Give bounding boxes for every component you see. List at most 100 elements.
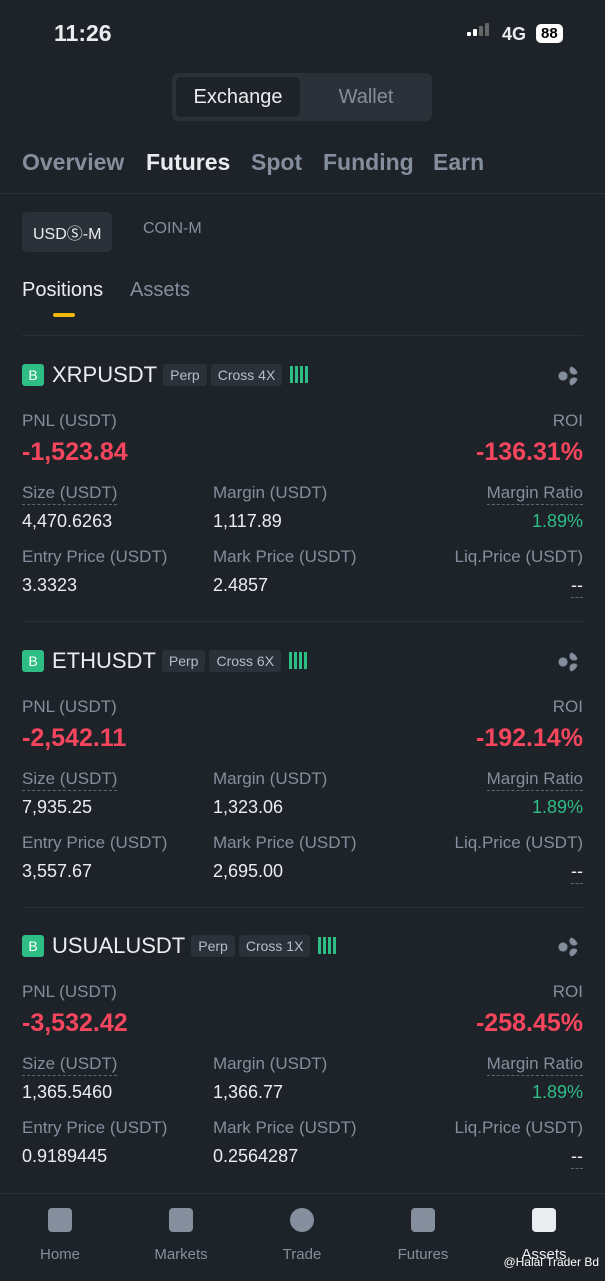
nav-bg [0, 1193, 605, 1281]
strength-bar [295, 366, 299, 383]
nav-label[interactable]: Trade [282, 1246, 322, 1263]
divider [0, 193, 605, 194]
pnl-value: -2,542.11 [22, 723, 127, 752]
top-tab[interactable]: Earn [433, 149, 485, 175]
margin-label: Margin (USDT) [213, 1054, 328, 1073]
nav-label[interactable]: Futures [397, 1246, 449, 1263]
roi-label: ROI [552, 411, 583, 430]
nav-label[interactable]: Home [39, 1246, 80, 1263]
signal-bar [485, 23, 489, 36]
top-tab[interactable]: Overview [22, 149, 125, 175]
mark-value: 2,695.00 [213, 860, 284, 881]
top-tab[interactable]: Futures [146, 149, 231, 175]
chip-mode: Cross 1X [238, 935, 311, 957]
strength-bar [294, 651, 298, 669]
chip-kind: Perp [163, 364, 207, 386]
liq-value: -- [571, 575, 583, 598]
status-battery: 88 [536, 24, 563, 43]
toggle-wallet[interactable]: Wallet [338, 86, 394, 108]
ratio-value: 1.89% [531, 796, 583, 817]
share-icon[interactable] [558, 366, 578, 386]
share-icon[interactable] [558, 937, 578, 957]
chip-kind: Perp [191, 935, 235, 957]
ratio-label: Margin Ratio [486, 1054, 583, 1076]
symbol: XRPUSDT [52, 362, 158, 387]
size-label: Size (USDT) [22, 769, 118, 791]
entry-value: 0.9189445 [22, 1146, 108, 1166]
nav-label[interactable]: Assets [521, 1246, 567, 1263]
strength-bar [290, 366, 294, 383]
pnl-label: PNL (USDT) [22, 411, 117, 430]
strength-bar [289, 651, 293, 669]
entry-value: 3.3323 [22, 575, 78, 595]
chip-kind: Perp [161, 649, 206, 672]
margin-label: Margin (USDT) [213, 483, 328, 502]
mark-value: 0.2564287 [213, 1146, 299, 1166]
strength-bar [304, 651, 308, 669]
size-value: 7,935.25 [22, 796, 93, 817]
toggle-active [176, 77, 300, 117]
nav-icon[interactable] [532, 1208, 556, 1232]
ratio-label: Margin Ratio [486, 483, 583, 505]
nav-icon[interactable] [48, 1208, 72, 1232]
strength-bar [333, 937, 337, 954]
roi-value: -192.14% [475, 723, 583, 752]
divider [22, 335, 583, 336]
nav-icon[interactable] [411, 1208, 435, 1232]
status-time: 11:26 [54, 20, 112, 46]
strength-bar [323, 937, 327, 954]
strength-bar [305, 366, 309, 383]
share-icon[interactable] [558, 651, 578, 672]
roi-label: ROI [552, 696, 583, 716]
entry-value: 3,557.67 [22, 860, 93, 881]
roi-label: ROI [552, 982, 583, 1001]
nav-icon[interactable] [290, 1208, 314, 1232]
nav-icon[interactable] [169, 1208, 193, 1232]
strength-bar [300, 366, 304, 383]
size-label: Size (USDT) [22, 483, 118, 505]
nav-label[interactable]: Markets [154, 1246, 208, 1263]
badge: B [22, 649, 44, 672]
strength-bar [299, 651, 303, 669]
top-tab[interactable]: Spot [251, 149, 303, 175]
ratio-value: 1.89% [531, 1082, 583, 1102]
margin-value: 1,323.06 [213, 796, 284, 817]
divider [22, 621, 583, 622]
ratio-value: 1.89% [531, 511, 583, 531]
entry-label: Entry Price (USDT) [22, 1118, 168, 1137]
pnl-label: PNL (USDT) [22, 696, 117, 716]
roi-value: -136.31% [475, 438, 583, 466]
mark-value: 2.4857 [213, 575, 269, 595]
section-positions[interactable]: Positions [22, 279, 104, 301]
symbol: USUALUSDT [52, 933, 186, 958]
subtab-usdm[interactable]: USDⓈ-M [22, 212, 113, 252]
strength-bar [328, 937, 332, 954]
toggle-exchange[interactable]: Exchange [193, 86, 283, 108]
section-assets[interactable]: Assets [130, 279, 191, 301]
liq-label: Liq.Price (USDT) [454, 1118, 583, 1137]
margin-value: 1,117.89 [213, 511, 282, 531]
subtab-coinm[interactable]: COIN-M [143, 220, 202, 237]
section-underline [53, 313, 75, 317]
pnl-label: PNL (USDT) [22, 982, 117, 1001]
divider [22, 906, 583, 908]
liq-value: -- [571, 861, 583, 884]
strength-bar [318, 937, 322, 954]
top-tab[interactable]: Funding [323, 149, 414, 175]
mark-label: Mark Price (USDT) [213, 547, 357, 566]
margin-value: 1,366.77 [213, 1082, 284, 1102]
size-value: 1,365.5460 [22, 1082, 113, 1102]
signal-bar [467, 32, 471, 36]
liq-label: Liq.Price (USDT) [454, 832, 583, 852]
status-network: 4G [502, 24, 527, 44]
pnl-value: -3,532.42 [22, 1009, 128, 1037]
size-label: Size (USDT) [22, 1054, 118, 1076]
signal-bar [473, 29, 477, 36]
mark-label: Mark Price (USDT) [213, 832, 357, 852]
watermark: @Halal Trader Bd [503, 1255, 599, 1269]
liq-value: -- [571, 1146, 583, 1169]
liq-label: Liq.Price (USDT) [454, 547, 583, 566]
entry-label: Entry Price (USDT) [22, 547, 168, 566]
signal-bar [479, 26, 483, 36]
